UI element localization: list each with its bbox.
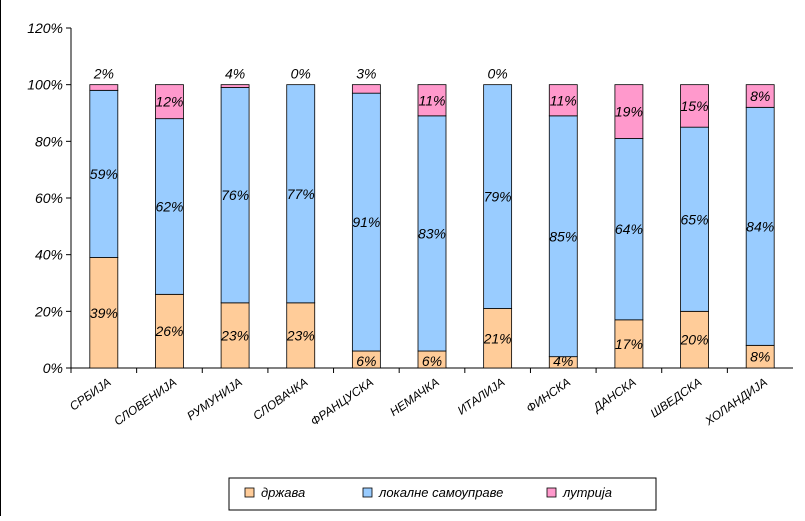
data-label: 0% [291,66,311,82]
data-label: 79% [484,189,512,205]
x-tick-label: РУМУНИЈА [184,375,245,423]
data-label: 39% [90,305,118,321]
bar-segment [286,84,316,304]
data-label: 76% [221,187,249,203]
x-tick-label: ФИНСКА [524,375,573,415]
bar-segment [89,84,119,91]
data-label: 17% [615,336,643,352]
data-label: 64% [615,221,643,237]
bar-segment [614,84,644,139]
data-label: 11% [550,92,577,108]
y-tick-label: 60% [35,190,63,206]
data-label: 23% [220,327,249,343]
bar-segment [483,308,513,369]
bar-segment [220,87,250,304]
bar-segment [351,92,381,352]
bar-segment [155,118,184,295]
bar-segment [680,84,709,128]
y-tick-label: 120% [27,20,63,36]
legend-label: локалне самоуправе [378,485,503,500]
bars [89,84,775,369]
data-label: 3% [356,66,376,82]
bar-segment [614,319,644,369]
bar-segment [614,138,644,321]
x-tick-label: ХОЛАНДИЈА [702,375,770,429]
data-label: 77% [287,186,315,202]
bar-segment [351,84,381,94]
data-label: 85% [549,228,577,244]
bar-segment [155,84,184,120]
bar-segment [417,84,447,117]
data-label: 91% [352,214,380,230]
y-tick-label: 80% [35,133,63,149]
x-tick-label: ДАНСКА [589,375,639,416]
legend-swatch [362,487,373,498]
data-label: 84% [746,218,774,234]
legend-box [228,477,657,511]
x-tick-label: НЕМАЧКА [387,375,442,419]
data-label: 6% [356,353,376,369]
data-label: 11% [419,92,446,108]
x-tick-label: ФРАНЦУСКА [308,375,376,429]
bar-segment [220,84,250,88]
bar-segment [680,310,709,369]
bar-segment [89,257,119,369]
x-tick-label: СЛОВАЧКА [250,375,310,423]
y-tick-label: 20% [34,303,63,319]
data-label: 4% [225,66,245,82]
y-tick-label: 40% [35,247,63,263]
data-labels: 39% 59% 2% 26% 62% 12% 23% 76% 4% 23% 77% 0% 6% 91% 3%… [90,66,774,369]
data-label: 65% [681,211,709,227]
bar-segment [417,115,447,352]
legend-label: држава [261,485,305,500]
data-label: 8% [750,88,770,104]
data-label: 83% [418,225,446,241]
legend-swatch [244,487,255,498]
data-label: 12% [155,94,183,110]
bar-segment [548,115,578,358]
data-label: 8% [750,349,770,365]
data-label: 2% [93,66,114,82]
y-tick-label: 100% [27,77,63,93]
data-label: 23% [286,327,315,343]
x-tick-label: ШВЕДСКА [648,375,705,420]
data-label: 0% [488,66,508,82]
data-label: 20% [680,332,709,348]
legend-label: лутрија [562,485,612,500]
bar-segment [548,84,578,117]
bar-segment [220,302,250,369]
data-label: 21% [483,330,512,346]
bar-segment [89,89,119,258]
bar-segment [745,84,775,108]
bar-segment [155,293,184,369]
bar-segment [745,106,775,346]
data-label: 19% [615,104,643,120]
axes: 0% 20% 40% 60% 80% 100% 120% [27,20,793,376]
data-label: 4% [553,353,573,369]
data-label: 26% [154,323,183,339]
data-label: 62% [155,199,183,215]
legend: држава локалне самоуправе лутрија [228,477,657,511]
bar-segment [483,84,513,309]
x-tick-label: СЛОВЕНИЈА [111,375,179,428]
y-tick-label: 0% [43,360,63,376]
x-tick-label: СРБИЈА [67,375,114,413]
legend-swatch [546,487,557,498]
data-label: 15% [681,98,709,114]
data-label: 59% [90,166,118,182]
data-label: 6% [422,353,442,369]
x-tick-label: ИТАЛИЈА [455,375,508,418]
